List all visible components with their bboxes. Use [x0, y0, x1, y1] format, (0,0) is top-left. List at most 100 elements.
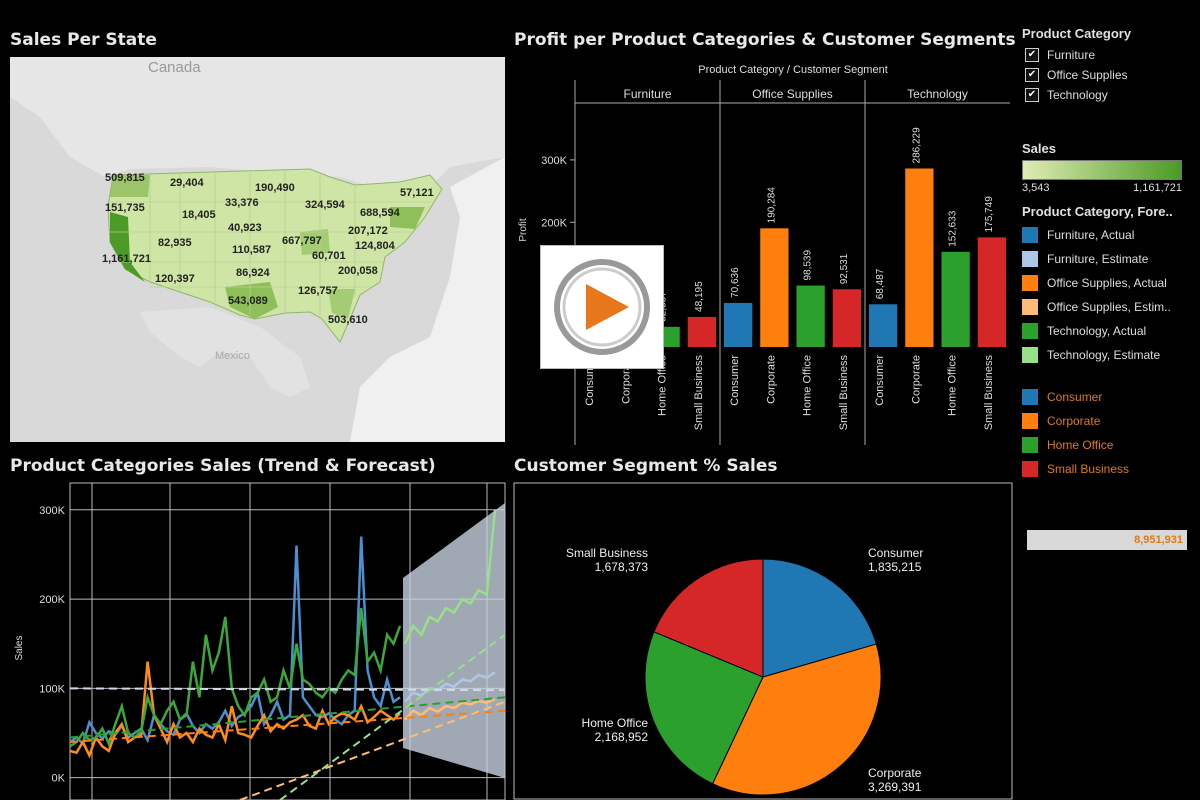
forecast-legend-item[interactable]: Office Supplies, Actual [1022, 271, 1194, 295]
trend-chart-title: Product Categories Sales (Trend & Foreca… [10, 456, 436, 476]
forecast-legend-item[interactable]: Technology, Estimate [1022, 343, 1194, 367]
segment-tick-label: Corporate [910, 355, 922, 404]
mexico-label: Mexico [215, 350, 250, 362]
segment-legend-item[interactable]: Corporate [1022, 409, 1194, 433]
segment-tick-label: Home Office [802, 355, 814, 416]
segment-tick-label: Consumer [874, 355, 886, 406]
segment-legend-item[interactable]: Home Office [1022, 433, 1194, 457]
state-california[interactable] [110, 212, 145, 282]
forecast-legend-item[interactable]: Furniture, Estimate [1022, 247, 1194, 271]
pie-slice-value-label: 1,678,373 [595, 560, 649, 574]
line-y-tick-label: 100K [39, 683, 65, 695]
line-y-tick-label: 300K [39, 505, 65, 517]
line-chart-ylabel: Sales [14, 635, 25, 660]
group-header-label: Office Supplies [752, 87, 833, 101]
forecast-legend-item[interactable]: Office Supplies, Estim.. [1022, 295, 1194, 319]
sales-gradient-labels: 3,543 1,161,721 [1022, 182, 1182, 194]
sales-min-label: 3,543 [1022, 182, 1050, 194]
forecast-legend-item[interactable]: Technology, Actual [1022, 319, 1194, 343]
profit-bar-value-label: 286,229 [911, 127, 922, 164]
state-value-label: 29,404 [170, 177, 204, 189]
segment-tick-label: Small Business [838, 355, 850, 431]
checkbox-icon[interactable]: ✔ [1025, 88, 1039, 102]
checkbox-icon[interactable]: ✔ [1025, 68, 1039, 82]
legend-label: Corporate [1047, 414, 1101, 428]
sales-map[interactable]: Canada Mexico 509,815 29,404 190,490 57,121… [10, 57, 505, 442]
pie-slice-value-label: 3,269,391 [868, 780, 922, 794]
state-value-label: 200,058 [338, 265, 378, 277]
pie-slice[interactable] [762, 558, 877, 678]
state-value-label: 126,757 [298, 285, 338, 297]
filter-technology[interactable]: ✔ Technology [1022, 85, 1194, 105]
profit-bar[interactable] [977, 237, 1007, 347]
legend-label: Office Supplies, Estim.. [1047, 300, 1171, 314]
forecast-legend-item[interactable]: Furniture, Actual [1022, 223, 1194, 247]
profit-bar-value-label: 92,531 [839, 253, 850, 284]
state-texas[interactable] [225, 282, 278, 319]
group-header-label: Technology [907, 87, 968, 101]
pie-slice[interactable] [653, 558, 764, 678]
segment-legend-item[interactable]: Consumer [1022, 385, 1194, 409]
profit-bar[interactable] [796, 285, 825, 347]
profit-bar-chart[interactable]: Product Category / Customer Segment Profi… [510, 55, 1015, 450]
profit-bar[interactable] [723, 302, 753, 347]
segment-tick-label: Consumer [729, 355, 741, 406]
checkbox-icon[interactable]: ✔ [1025, 48, 1039, 62]
actual-series-line[interactable] [69, 607, 402, 748]
segment-tick-label: Small Business [693, 355, 705, 431]
sales-legend-title: Sales [1022, 141, 1056, 156]
state-washington[interactable] [110, 175, 150, 197]
state-illinois[interactable] [300, 229, 330, 255]
bar-y-tick-label: 300K [541, 155, 567, 167]
filter-label: Furniture [1047, 48, 1096, 62]
forecast-legend: Furniture, Actual Furniture, Estimate Offi… [1022, 223, 1194, 367]
line-y-tick-label: 0K [52, 773, 66, 785]
profit-bar[interactable] [760, 228, 789, 347]
forecast-series-line[interactable] [404, 697, 496, 721]
profit-bar[interactable] [868, 304, 898, 347]
trend-line [279, 633, 506, 800]
profit-bar[interactable] [832, 289, 862, 347]
trend-line [69, 709, 506, 743]
state-value-label: 18,405 [182, 209, 216, 221]
profit-bar[interactable] [941, 251, 970, 347]
map-svg [10, 57, 505, 442]
state-value-label: 509,815 [105, 172, 145, 184]
play-button[interactable] [540, 245, 664, 369]
play-icon[interactable] [541, 246, 663, 368]
legend-swatch [1022, 461, 1038, 477]
profit-bar-value-label: 98,539 [803, 250, 814, 281]
trend-line-chart[interactable]: 0K 100K 200K 300K Sales [0, 478, 510, 800]
state-value-label: 503,610 [328, 314, 368, 326]
filter-title: Product Category [1022, 26, 1132, 41]
bar-y-tick-label: 200K [541, 217, 567, 229]
forecast-series-line[interactable] [403, 509, 497, 645]
profit-bar[interactable] [905, 168, 934, 347]
state-newyork[interactable] [390, 207, 425, 229]
profit-bar-value-label: 190,284 [766, 187, 777, 224]
pie-slice[interactable] [644, 631, 764, 785]
legend-label: Office Supplies, Actual [1047, 276, 1167, 290]
state-value-label: 688,594 [360, 207, 400, 219]
state-florida[interactable] [328, 289, 355, 319]
profit-bar[interactable] [687, 316, 717, 347]
legend-swatch [1022, 227, 1038, 243]
profit-bar-value-label: 68,487 [875, 268, 886, 299]
segment-tick-label: Corporate [765, 355, 777, 404]
sales-max-label: 1,161,721 [1133, 182, 1182, 194]
state-value-label: 207,172 [348, 225, 388, 237]
state-value-label: 543,089 [228, 295, 268, 307]
profit-bar-value-label: 48,195 [694, 281, 705, 312]
pie-slice[interactable] [711, 643, 882, 796]
state-value-label: 33,376 [225, 197, 259, 209]
forecast-series-line[interactable] [404, 671, 496, 703]
filter-office-supplies[interactable]: ✔ Office Supplies [1022, 65, 1194, 85]
state-value-label: 1,161,721 [102, 253, 151, 265]
segment-legend-item[interactable]: Small Business [1022, 457, 1194, 481]
usa-land [107, 168, 443, 343]
legend-label: Technology, Estimate [1047, 348, 1161, 362]
legend-label: Furniture, Actual [1047, 228, 1135, 242]
filter-furniture[interactable]: ✔ Furniture [1022, 45, 1194, 65]
legend-swatch [1022, 389, 1038, 405]
